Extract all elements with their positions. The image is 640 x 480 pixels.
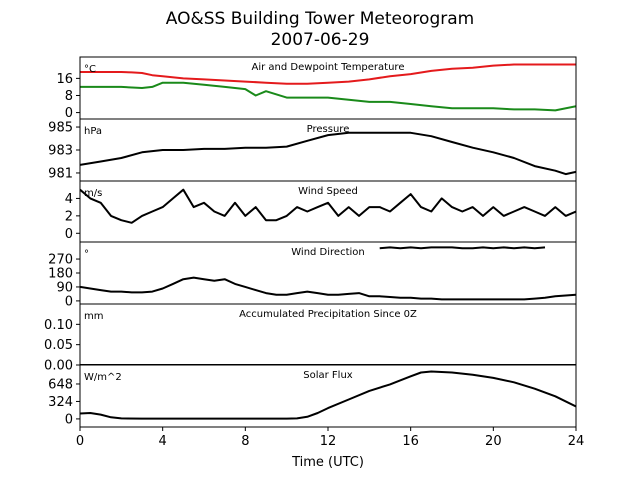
temperature-series-1	[80, 81, 576, 112]
precipitation-ytick-label: 0.00	[44, 359, 73, 374]
x-tick-label: 24	[568, 434, 585, 449]
chart-subtitle: 2007-06-29	[271, 30, 370, 50]
wind_speed-series-0	[80, 188, 576, 224]
pressure-ytick-label: 981	[48, 166, 73, 181]
chart-title: AO&SS Building Tower Meteorogram	[166, 9, 474, 29]
solar-ytick-label: 648	[48, 377, 73, 392]
solar-unit-label: W/m^2	[84, 372, 122, 383]
series-group	[80, 63, 576, 112]
wind_direction-ytick-label: 0	[65, 294, 73, 309]
x-tick-label: 0	[76, 434, 84, 449]
solar-ytick-label: 324	[48, 395, 73, 410]
wind_direction-unit-label: °	[84, 249, 89, 260]
wind_direction-series-0	[80, 276, 576, 301]
x-tick-label: 20	[485, 434, 502, 449]
x-axis: 0 4 8 12 16 20 24	[76, 427, 584, 449]
temperature-ytick-label: 0	[65, 106, 73, 121]
temperature-ytick-label: 8	[65, 89, 73, 104]
wind_speed-unit-label: m/s	[84, 188, 102, 199]
wind_speed-panel-title: Wind Speed	[298, 186, 358, 197]
wind_direction-series-1	[379, 246, 546, 250]
x-tick-label: 8	[241, 434, 249, 449]
pressure-series-0	[80, 131, 576, 176]
series-group	[80, 188, 576, 224]
wind_direction-ytick-label: 90	[56, 280, 73, 295]
precipitation-unit-label: mm	[84, 311, 103, 322]
wind_direction-panel-title: Wind Direction	[291, 247, 365, 258]
pressure-ytick-label: 985	[48, 121, 73, 136]
precipitation-ytick-label: 0.10	[44, 318, 73, 333]
series-group	[80, 246, 576, 301]
series-group	[80, 131, 576, 176]
solar-series-0	[80, 370, 576, 420]
panel-temperature: 16 8 0 °C Air and Dewpoint Temperature	[56, 56, 577, 121]
panel-precipitation: 0.10 0.05 0.00 mm Accumulated Precipitation …	[44, 303, 577, 374]
temperature-series-0	[80, 63, 576, 85]
precipitation-panel-title: Accumulated Precipitation Since 0Z	[239, 309, 417, 320]
panel-wind_speed: 4 2 0 m/s Wind Speed	[65, 180, 577, 243]
temperature-ytick-label: 16	[56, 72, 73, 87]
panels-group: 16 8 0 °C Air and Dewpoint Temperature 985 983…	[44, 56, 577, 428]
x-tick-label: 12	[320, 434, 337, 449]
x-tick-label: 16	[402, 434, 419, 449]
solar-ytick-label: 0	[65, 412, 73, 427]
wind_direction-ytick-label: 270	[48, 253, 73, 268]
wind_speed-ytick-label: 0	[65, 227, 73, 242]
wind_speed-ytick-label: 2	[65, 209, 73, 224]
pressure-panel-title: Pressure	[307, 124, 350, 135]
x-tick-label: 4	[159, 434, 167, 449]
temperature-unit-label: °C	[84, 64, 96, 75]
wind_direction-ytick-label: 180	[48, 267, 73, 282]
panel-solar: 648 324 0 W/m^2 Solar Flux	[48, 364, 577, 428]
pressure-unit-label: hPa	[84, 126, 102, 137]
solar-panel-title: Solar Flux	[303, 370, 353, 381]
panel-pressure: 985 983 981 hPa Pressure	[48, 118, 577, 182]
x-axis-label: Time (UTC)	[291, 455, 364, 470]
pressure-ytick-label: 983	[48, 144, 73, 159]
precipitation-ytick-label: 0.05	[44, 338, 73, 353]
wind_speed-ytick-label: 4	[65, 192, 73, 207]
temperature-panel-title: Air and Dewpoint Temperature	[252, 62, 405, 73]
series-group	[80, 370, 576, 420]
